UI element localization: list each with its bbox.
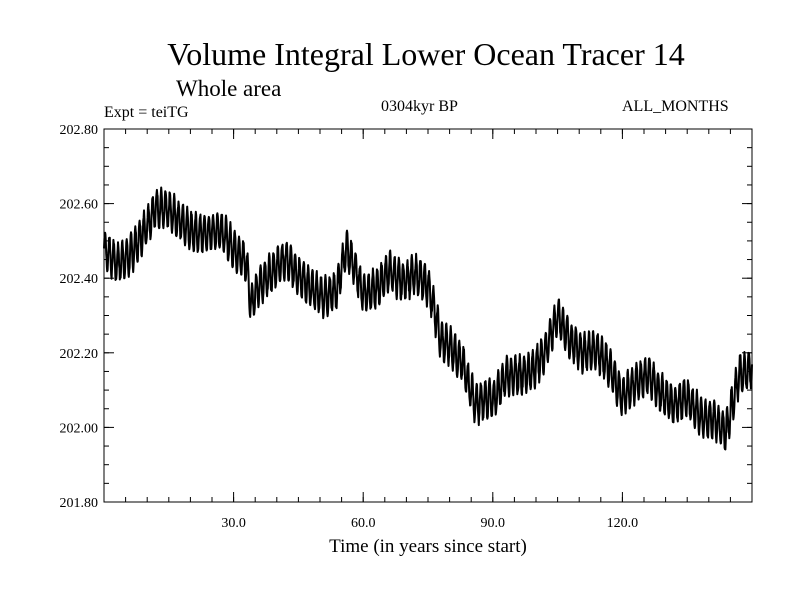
x-tick-label: 60.0 xyxy=(351,516,376,531)
x-axis-label: Time (in years since start) xyxy=(329,536,527,557)
y-tick-label: 202.20 xyxy=(60,347,99,362)
expt-label: Expt = teiTG xyxy=(104,104,189,121)
x-tick-label: 30.0 xyxy=(221,516,246,531)
period-label: 0304kyr BP xyxy=(381,98,458,115)
chart-subtitle: Whole area xyxy=(176,76,282,101)
y-tick-label: 202.80 xyxy=(60,123,99,138)
x-tick-label: 120.0 xyxy=(607,516,639,531)
months-label: ALL_MONTHS xyxy=(622,98,729,115)
y-tick-label: 201.80 xyxy=(60,496,99,511)
plot-frame xyxy=(103,128,753,503)
series-line-tracer-14 xyxy=(103,186,753,451)
y-tick-label: 202.60 xyxy=(60,198,99,213)
axis-ticks xyxy=(104,128,752,503)
axis-tick-labels: 201.80 202.00 202.20 202.40 202.60 202.80 30.0… xyxy=(60,123,639,531)
x-tick-label: 90.0 xyxy=(481,516,506,531)
y-tick-label: 202.00 xyxy=(60,421,99,436)
chart-title: Volume Integral Lower Ocean Tracer 14 xyxy=(167,36,685,72)
y-tick-label: 202.40 xyxy=(60,272,99,287)
